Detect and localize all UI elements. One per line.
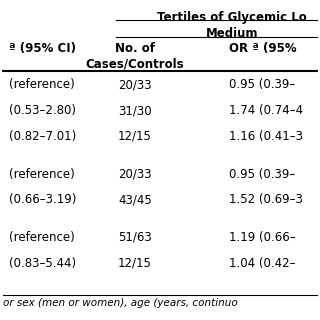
- Text: 20/33: 20/33: [118, 78, 152, 92]
- Text: ª (95% CI): ª (95% CI): [10, 42, 76, 55]
- Text: (reference): (reference): [10, 168, 75, 180]
- Text: 1.04 (0.42–: 1.04 (0.42–: [229, 257, 295, 269]
- Text: (0.66–3.19): (0.66–3.19): [10, 193, 77, 206]
- Text: Medium: Medium: [206, 27, 258, 40]
- Text: 43/45: 43/45: [118, 193, 152, 206]
- Text: 12/15: 12/15: [118, 130, 152, 143]
- Text: (reference): (reference): [10, 231, 75, 244]
- Text: 1.19 (0.66–: 1.19 (0.66–: [229, 231, 296, 244]
- Text: No. of
Cases/Controls: No. of Cases/Controls: [85, 42, 184, 70]
- Text: (0.53–2.80): (0.53–2.80): [10, 104, 76, 117]
- Text: (0.82–7.01): (0.82–7.01): [10, 130, 77, 143]
- Text: 20/33: 20/33: [118, 168, 152, 180]
- Text: 1.52 (0.69–3: 1.52 (0.69–3: [229, 193, 303, 206]
- Text: 1.74 (0.74–4: 1.74 (0.74–4: [229, 104, 303, 117]
- Text: (reference): (reference): [10, 78, 75, 92]
- Text: 12/15: 12/15: [118, 257, 152, 269]
- Text: 1.16 (0.41–3: 1.16 (0.41–3: [229, 130, 303, 143]
- Text: 51/63: 51/63: [118, 231, 152, 244]
- Text: Tertiles of Glycemic Lo: Tertiles of Glycemic Lo: [157, 11, 307, 24]
- Text: or sex (men or women), age (years, continuo: or sex (men or women), age (years, conti…: [3, 298, 238, 308]
- Text: (0.83–5.44): (0.83–5.44): [10, 257, 76, 269]
- Text: OR ª (95%: OR ª (95%: [229, 42, 297, 55]
- Text: 0.95 (0.39–: 0.95 (0.39–: [229, 168, 295, 180]
- Text: 0.95 (0.39–: 0.95 (0.39–: [229, 78, 295, 92]
- Text: 31/30: 31/30: [118, 104, 152, 117]
